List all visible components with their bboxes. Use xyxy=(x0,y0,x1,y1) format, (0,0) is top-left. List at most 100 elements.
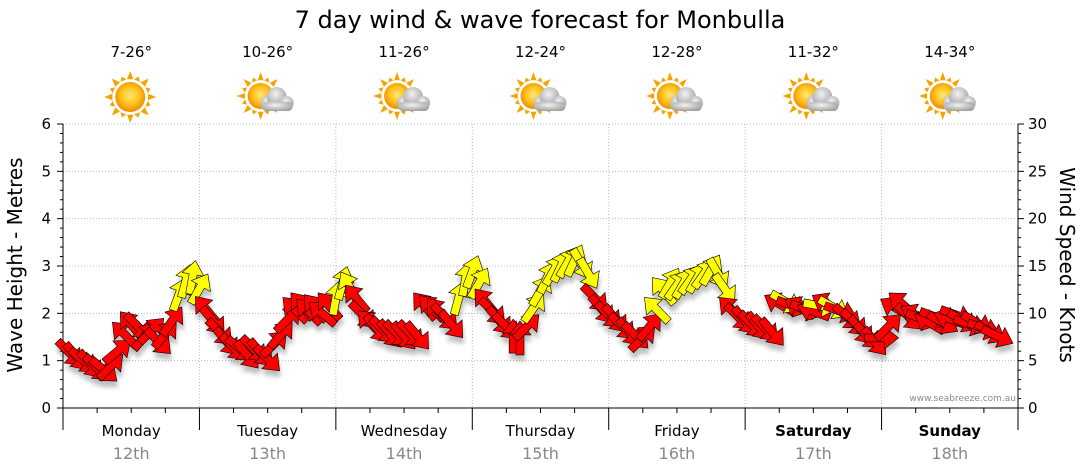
wind-arrows xyxy=(54,244,1014,382)
wind-arrow xyxy=(466,267,491,301)
temp-range: 7-26° xyxy=(110,43,152,61)
temp-range: 11-26° xyxy=(379,43,430,61)
sun-cloud-icon xyxy=(509,72,567,120)
day-name-label: Monday xyxy=(102,422,161,440)
cloud xyxy=(806,87,840,111)
day-date-label: 13th xyxy=(249,444,286,463)
sun-ray xyxy=(918,93,928,99)
sun-cloud-icon xyxy=(236,72,294,120)
sun-rays xyxy=(104,71,157,123)
sun-ray xyxy=(515,87,521,93)
cloud-base xyxy=(398,102,430,111)
sun-ray xyxy=(516,79,525,87)
credit-watermark[interactable]: www.seabreeze.com.au xyxy=(909,394,1016,404)
day-name-label: Saturday xyxy=(775,422,852,440)
sun-ray xyxy=(242,87,248,93)
left-axis-title: Wave Height - Metres xyxy=(3,157,27,372)
sun-ray xyxy=(388,77,394,83)
left-tick-label: 0 xyxy=(41,399,51,417)
axes: 0 1 2 3 4 5 6 0 5 10 15 20 25 30 xyxy=(41,115,1047,430)
sun-ray xyxy=(661,109,667,115)
sun-ray xyxy=(815,79,824,87)
sun-ray xyxy=(378,99,384,105)
wind-arrow xyxy=(575,256,600,289)
grid xyxy=(63,123,1018,408)
cloud-base xyxy=(943,102,975,111)
chart-title: 7 day wind & wave forecast for Monbulla xyxy=(295,6,786,34)
sun-ray xyxy=(924,87,930,93)
day-date-label: 15th xyxy=(522,444,559,463)
sun-ray xyxy=(373,93,382,99)
sun-ray xyxy=(242,99,248,105)
sun-ray xyxy=(679,79,687,87)
sun-ray xyxy=(951,79,960,87)
temp-range: 12-28° xyxy=(651,43,702,61)
cloud xyxy=(260,87,294,111)
sun-disc xyxy=(115,82,146,112)
day-name-label: Wednesday xyxy=(361,422,448,440)
sun-cloud-icon xyxy=(373,72,431,120)
sun-ray xyxy=(803,72,810,81)
wind-arrow xyxy=(345,284,371,315)
right-tick-label: 5 xyxy=(1028,352,1038,370)
sun-ray xyxy=(925,105,934,113)
day-name-label: Thursday xyxy=(505,422,576,440)
day-name-label: Tuesday xyxy=(236,422,298,440)
sun-ray xyxy=(251,77,258,83)
left-tick-label: 3 xyxy=(41,257,51,275)
sun-ray xyxy=(789,79,798,87)
sun-ray xyxy=(380,79,388,87)
sun-ray xyxy=(797,77,803,83)
day-date-label: 12th xyxy=(113,444,150,463)
sun-ray xyxy=(797,109,803,115)
sun-ray xyxy=(120,112,127,118)
day-date-label: 17th xyxy=(795,444,832,463)
sun-ray xyxy=(120,76,127,82)
cloud xyxy=(942,87,976,111)
sun-ray xyxy=(104,93,113,101)
right-tick-label: 0 xyxy=(1028,399,1038,417)
wind-arrow xyxy=(757,316,784,346)
sun-ray xyxy=(645,93,655,99)
right-axis-title: Wind Speed - Knots xyxy=(1055,167,1079,363)
sun-ray xyxy=(394,111,400,120)
sun-ray xyxy=(536,77,543,83)
sun-ray xyxy=(667,72,673,81)
temp-range: 10-26° xyxy=(242,43,293,61)
day-date-label: 16th xyxy=(659,444,696,463)
sun-ray xyxy=(925,79,934,87)
sun-ray xyxy=(145,87,151,94)
sun-ray xyxy=(516,105,525,113)
sun-ray xyxy=(651,87,657,93)
sun-ray xyxy=(787,87,793,93)
sun-ray xyxy=(934,109,940,115)
day-headers: 7-26° 10-26° 11-26° 12-24° 12-28° 11-32° 14-34… xyxy=(104,43,976,123)
cloud-base xyxy=(261,102,293,111)
sun-ray xyxy=(651,99,657,105)
cloud-base xyxy=(534,102,566,111)
wind-arrow xyxy=(711,272,736,304)
sun-ray xyxy=(782,93,791,99)
sun-ray xyxy=(378,87,384,93)
sun-ray xyxy=(257,72,264,81)
wind-arrow xyxy=(644,297,672,325)
sun-ray xyxy=(145,100,151,107)
sun-ray xyxy=(787,99,793,105)
sun-ray xyxy=(809,77,816,83)
wind-arrow xyxy=(158,306,184,338)
cloud xyxy=(397,87,431,111)
sun-ray xyxy=(652,79,661,87)
day-name-label: Sunday xyxy=(919,422,982,440)
sun-ray xyxy=(380,105,388,113)
day-date-label: 14th xyxy=(386,444,423,463)
sun-ray xyxy=(530,111,537,120)
right-tick-label: 20 xyxy=(1028,210,1047,228)
sun-cloud-icon xyxy=(782,72,840,120)
sun-ray xyxy=(652,105,661,113)
sun-ray xyxy=(946,77,952,83)
cloud xyxy=(533,87,567,111)
day-labels: Monday 12th Tuesday 13th Wednesday 14th Thursd… xyxy=(102,422,982,463)
right-tick-label: 15 xyxy=(1028,257,1047,275)
sun-ray xyxy=(524,77,531,83)
